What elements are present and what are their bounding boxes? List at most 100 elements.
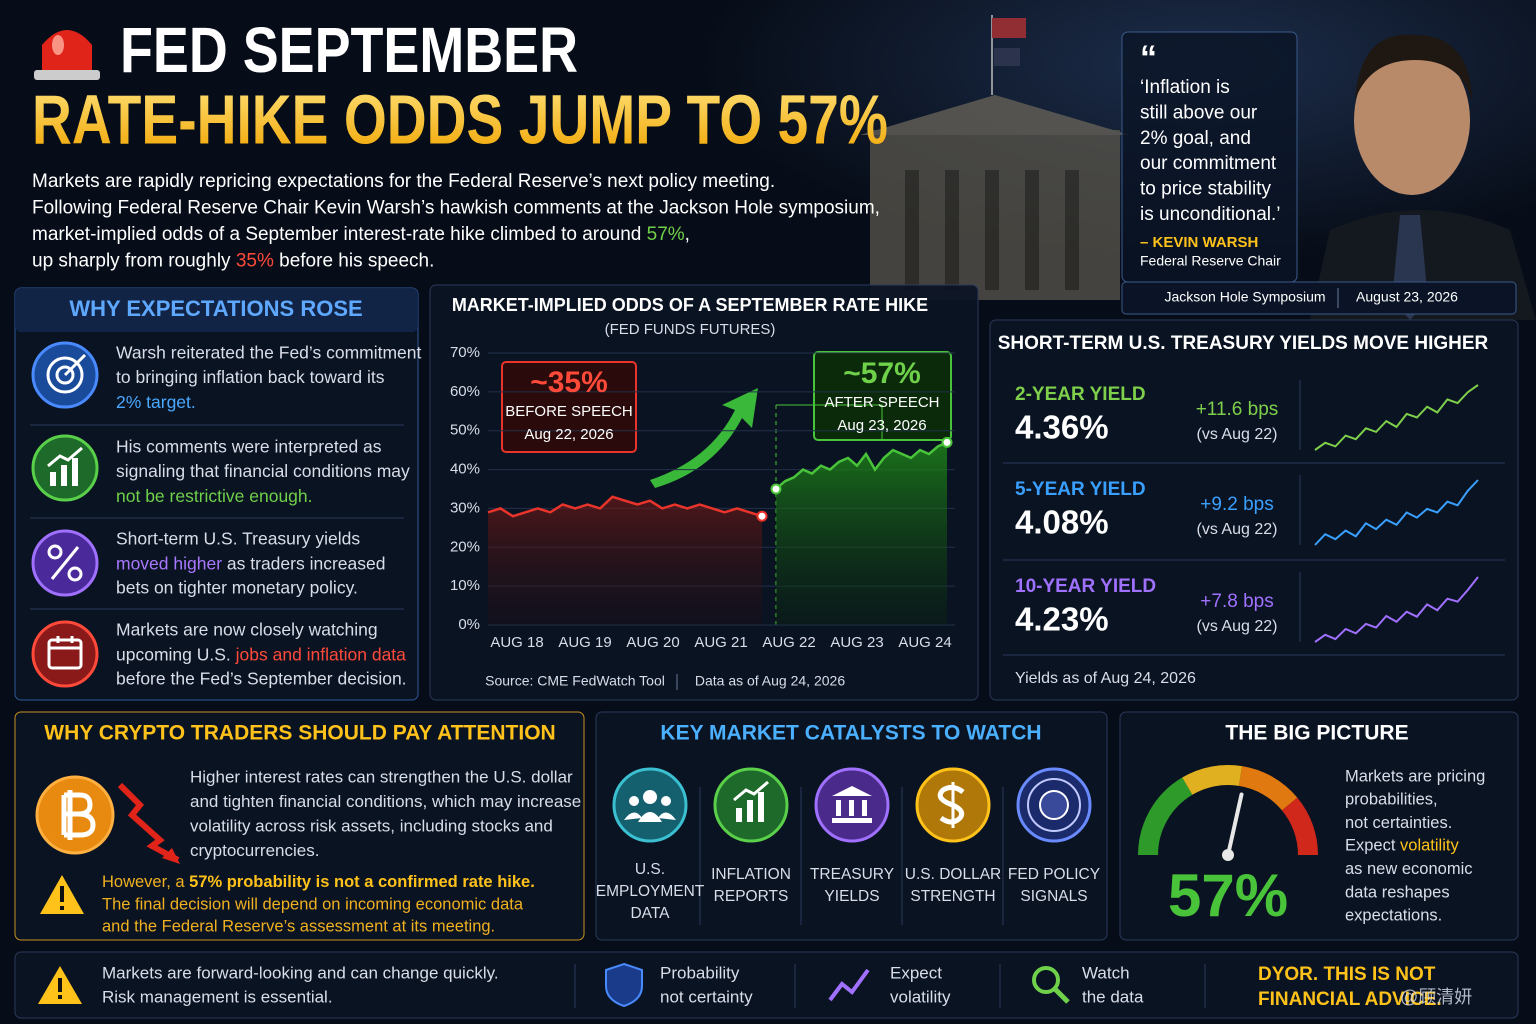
chart-source: Source: CME FedWatch Tool (485, 673, 665, 689)
intro-line: Markets are rapidly repricing expectatio… (32, 171, 775, 192)
title-line-1: FED SEPTEMBER (120, 14, 578, 86)
big-picture-line: probabilities, (1345, 791, 1438, 809)
big-picture-line: Expect volatility (1345, 837, 1459, 855)
yield-change: +9.2 bps (1200, 494, 1273, 515)
warning-line: However, a 57% probability is not a conf… (102, 873, 535, 891)
catalyst-label: YIELDS (824, 888, 879, 905)
title-line-2: RATE-HIKE ODDS JUMP TO 57% (32, 80, 888, 158)
footer-line: Probability (660, 963, 740, 982)
y-tick-label: 20% (450, 538, 480, 555)
annotation-value: ~35% (530, 366, 608, 399)
yields-as-of: Yields as of Aug 24, 2026 (1015, 670, 1196, 687)
x-tick-label: AUG 19 (558, 634, 611, 651)
highlight: jobs and inflation data (235, 644, 407, 664)
catalyst-label: SIGNALS (1020, 888, 1087, 905)
gauge-needle (1226, 792, 1244, 857)
gauge-band (1182, 765, 1243, 795)
footer-line: the data (1082, 987, 1144, 1006)
y-tick-label: 10% (450, 577, 480, 594)
catalyst-label: INFLATION (711, 866, 791, 883)
disclaimer-line: DYOR. THIS IS NOT (1258, 964, 1436, 985)
highlight: 35% (236, 251, 274, 272)
panel-title: THE BIG PICTURE (1225, 722, 1408, 745)
reason-line: signaling that financial conditions may (116, 461, 410, 481)
intro-line: Following Federal Reserve Chair Kevin Wa… (32, 198, 880, 219)
crypto-line: cryptocurrencies. (190, 841, 319, 860)
end-dot (756, 510, 768, 522)
crypto-line: volatility across risk assets, including… (190, 816, 553, 835)
gauge-hub (1222, 849, 1234, 861)
quote-line: ‘Inflation is (1140, 77, 1230, 98)
reason-line: moved higher as traders increased (116, 553, 385, 573)
x-tick-label: AUG 20 (626, 634, 679, 651)
catalyst-label: STRENGTH (910, 888, 995, 905)
quote-line: our commitment (1140, 153, 1277, 174)
yield-change: +11.6 bps (1196, 399, 1279, 420)
footer-icons (38, 962, 1070, 1008)
highlight: volatility (1400, 837, 1459, 855)
yield-value: 4.36% (1015, 409, 1109, 446)
annotation-label: BEFORE SPEECH (505, 403, 633, 420)
chart-subtitle: (FED FUNDS FUTURES) (605, 321, 776, 338)
area (488, 496, 762, 625)
big-picture-line: data reshapes (1345, 883, 1450, 901)
big-picture-line: not certainties. (1345, 814, 1452, 832)
text-run: Expect (1345, 837, 1400, 855)
disclaimer-line: FINANCIAL ADVICE. (1258, 989, 1442, 1010)
reason-line: Markets are now closely watching (116, 620, 378, 640)
chart-decor (501, 351, 952, 625)
annotation-label: AFTER SPEECH (824, 394, 939, 411)
yield-value: 4.08% (1015, 504, 1109, 541)
catalyst-label: EMPLOYMENT (596, 883, 705, 900)
reason-line: Short-term U.S. Treasury yields (116, 529, 360, 549)
footer-line: Markets are forward-looking and can chan… (102, 963, 499, 982)
quote-mark: “ (1140, 39, 1157, 77)
reason-line: not be restrictive enough. (116, 486, 313, 506)
quote-author: – KEVIN WARSH (1140, 234, 1258, 251)
panel-title: WHY EXPECTATIONS ROSE (69, 296, 362, 321)
catalyst-label: DATA (630, 905, 670, 922)
x-tick-label: AUG 18 (490, 634, 543, 651)
dividers (30, 380, 1505, 1008)
reason-line: Warsh reiterated the Fed’s commitment (116, 343, 422, 363)
chart-as-of: Data as of Aug 24, 2026 (695, 673, 845, 689)
end-dot (941, 436, 953, 448)
gauge-band (1281, 797, 1318, 856)
sparkline (1314, 384, 1479, 451)
reason-line: before the Fed’s September decision. (116, 669, 407, 689)
crypto-line: and tighten financial conditions, which … (190, 792, 581, 811)
gauge-band (1238, 766, 1298, 811)
reason-line: bets on tighter monetary policy. (116, 578, 358, 598)
panel-title: SHORT-TERM U.S. TREASURY YIELDS MOVE HIG… (998, 333, 1489, 354)
yield-value: 4.23% (1015, 601, 1109, 638)
yield-name: 10-YEAR YIELD (1015, 576, 1156, 597)
intro-line: market-implied odds of a September inter… (32, 224, 690, 245)
catalyst-label: FED POLICY (1008, 866, 1100, 883)
reason-line: His comments were interpreted as (116, 437, 382, 457)
reason-line: upcoming U.S. jobs and inflation data (116, 644, 406, 664)
sparkline (1314, 479, 1479, 546)
watermark: @顾清妍 (1400, 987, 1472, 1007)
panel-title: WHY CRYPTO TRADERS SHOULD PAY ATTENTION (44, 722, 555, 745)
highlight: 2% target. (116, 392, 196, 412)
area (776, 442, 947, 625)
catalyst-label: U.S. (635, 861, 665, 878)
quote-line: still above our (1140, 102, 1258, 123)
panel-title: KEY MARKET CATALYSTS TO WATCH (660, 722, 1041, 745)
y-tick-label: 30% (450, 499, 480, 516)
annotation-date: Aug 22, 2026 (524, 426, 613, 443)
footer-line: volatility (890, 987, 951, 1006)
gauge-value: 57% (1168, 862, 1288, 929)
siren-icon (34, 30, 100, 80)
crypto-line: Higher interest rates can strengthen the… (190, 767, 573, 786)
text-run: market-implied odds of a September inter… (32, 224, 647, 245)
big-picture-line: expectations. (1345, 907, 1442, 925)
catalyst-label: REPORTS (714, 888, 789, 905)
y-tick-label: 50% (450, 422, 480, 439)
end-dot (770, 483, 782, 495)
quote-role: Federal Reserve Chair (1140, 253, 1281, 269)
quote-date: August 23, 2026 (1356, 289, 1458, 305)
reason-line: 2% target. (116, 392, 196, 412)
